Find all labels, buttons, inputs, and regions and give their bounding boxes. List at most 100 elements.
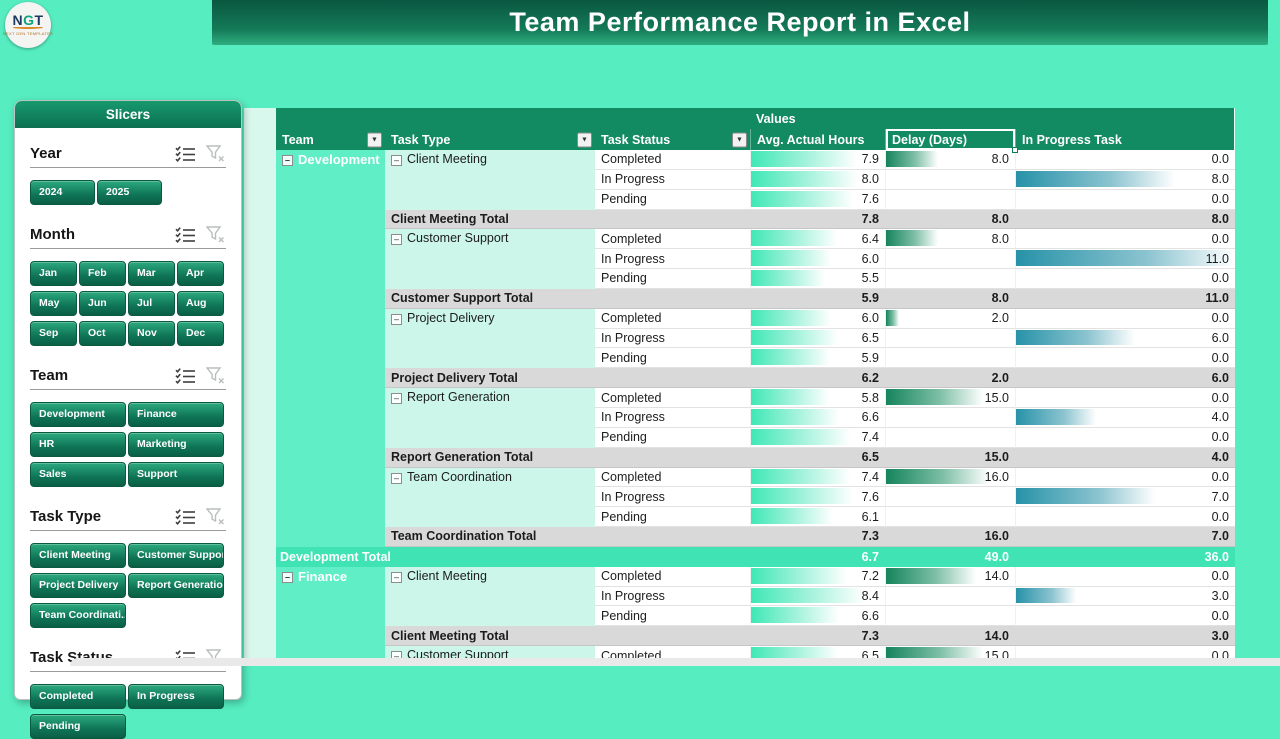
filter-dropdown-team[interactable]: ▼: [367, 132, 382, 147]
task-status-cell[interactable]: In Progress: [595, 249, 750, 270]
subtotal-avg-cell[interactable]: 7.3: [750, 626, 885, 647]
slicer-button-apr[interactable]: Apr: [177, 261, 224, 286]
group-total-inprog-cell[interactable]: 36.0: [1015, 546, 1235, 567]
task-status-cell[interactable]: Pending: [595, 269, 750, 289]
task-status-cell[interactable]: Pending: [595, 507, 750, 528]
slicer-button-project-delivery[interactable]: Project Delivery: [30, 573, 126, 598]
column-header-task-type[interactable]: Task Type ▼: [385, 129, 595, 150]
slicer-button-marketing[interactable]: Marketing: [128, 432, 224, 457]
subtotal-inprog-cell[interactable]: 8.0: [1015, 209, 1235, 230]
in-progress-task-cell[interactable]: 0.0: [1015, 189, 1235, 210]
slicer-button-completed[interactable]: Completed: [30, 684, 126, 709]
delay-days-cell[interactable]: [885, 407, 1015, 428]
subtotal-inprog-cell[interactable]: 11.0: [1015, 288, 1235, 309]
slicer-button-customer-support[interactable]: Customer Support: [128, 543, 224, 568]
in-progress-task-cell[interactable]: 0.0: [1015, 507, 1235, 528]
subtotal-avg-cell[interactable]: 6.2: [750, 368, 885, 389]
avg-actual-hours-cell[interactable]: 5.9: [750, 348, 885, 369]
task-type-cell-client-meeting[interactable]: – Client Meeting: [385, 150, 595, 210]
collapse-icon[interactable]: –: [391, 313, 402, 325]
slicer-button-report-generation[interactable]: Report Generation: [128, 573, 224, 598]
slicer-button-nov[interactable]: Nov: [128, 321, 175, 346]
collapse-icon[interactable]: –: [282, 155, 293, 166]
task-status-cell[interactable]: In Progress: [595, 169, 750, 190]
delay-days-cell[interactable]: 8.0: [885, 229, 1015, 250]
delay-days-cell[interactable]: [885, 328, 1015, 349]
subtotal-delay-cell[interactable]: 14.0: [885, 626, 1015, 647]
task-type-cell-project-delivery[interactable]: – Project Delivery: [385, 308, 595, 369]
in-progress-task-cell[interactable]: 0.0: [1015, 427, 1235, 448]
delay-days-cell[interactable]: [885, 169, 1015, 190]
avg-actual-hours-cell[interactable]: 6.1: [750, 507, 885, 528]
task-type-cell-report-generation[interactable]: – Report Generation: [385, 388, 595, 448]
multi-select-icon[interactable]: [174, 144, 196, 162]
column-header-avg-actual-hours[interactable]: Avg. Actual Hours: [750, 129, 885, 150]
task-type-cell-client-meeting[interactable]: – Client Meeting: [385, 566, 595, 627]
subtotal-avg-cell[interactable]: 5.9: [750, 288, 885, 309]
delay-days-cell[interactable]: [885, 586, 1015, 607]
task-status-cell[interactable]: Completed: [595, 467, 750, 488]
task-status-cell[interactable]: Completed: [595, 388, 750, 408]
avg-actual-hours-cell[interactable]: 8.0: [750, 169, 885, 190]
subtotal-delay-cell[interactable]: 2.0: [885, 368, 1015, 389]
in-progress-task-cell[interactable]: 7.0: [1015, 487, 1235, 508]
delay-days-cell[interactable]: 2.0: [885, 308, 1015, 329]
subtotal-delay-cell[interactable]: 8.0: [885, 288, 1015, 309]
delay-days-cell[interactable]: [885, 348, 1015, 369]
delay-days-cell[interactable]: [885, 487, 1015, 508]
group-total-delay-cell[interactable]: 49.0: [885, 546, 1015, 567]
column-header-team[interactable]: Team ▼: [276, 129, 385, 150]
in-progress-task-cell[interactable]: 3.0: [1015, 586, 1235, 607]
slicer-button-team-coordinati[interactable]: Team Coordinati...: [30, 603, 126, 628]
in-progress-task-cell[interactable]: 0.0: [1015, 150, 1235, 170]
slicer-button-finance[interactable]: Finance: [128, 402, 224, 427]
task-status-cell[interactable]: Completed: [595, 566, 750, 587]
slicer-button-development[interactable]: Development: [30, 402, 126, 427]
clear-filter-icon[interactable]: [204, 507, 226, 525]
delay-days-cell[interactable]: [885, 189, 1015, 210]
collapse-icon[interactable]: –: [391, 472, 402, 484]
delay-days-cell[interactable]: [885, 269, 1015, 289]
slicer-button-aug[interactable]: Aug: [177, 291, 224, 316]
delay-days-cell[interactable]: 16.0: [885, 467, 1015, 488]
subtotal-inprog-cell[interactable]: 6.0: [1015, 368, 1235, 389]
column-header-task-status[interactable]: Task Status ▼: [595, 129, 750, 150]
slicer-button-jan[interactable]: Jan: [30, 261, 77, 286]
avg-actual-hours-cell[interactable]: 7.9: [750, 150, 885, 170]
task-type-cell-customer-support[interactable]: – Customer Support: [385, 229, 595, 289]
clear-filter-icon[interactable]: [204, 225, 226, 243]
delay-days-cell[interactable]: [885, 249, 1015, 270]
collapse-icon[interactable]: –: [282, 571, 293, 583]
slicer-button-feb[interactable]: Feb: [79, 261, 126, 286]
in-progress-task-cell[interactable]: 0.0: [1015, 566, 1235, 587]
avg-actual-hours-cell[interactable]: 6.4: [750, 229, 885, 250]
in-progress-task-cell[interactable]: 0.0: [1015, 467, 1235, 488]
slicer-button-oct[interactable]: Oct: [79, 321, 126, 346]
avg-actual-hours-cell[interactable]: 6.6: [750, 407, 885, 428]
delay-days-cell[interactable]: [885, 427, 1015, 448]
task-status-cell[interactable]: In Progress: [595, 328, 750, 349]
avg-actual-hours-cell[interactable]: 6.6: [750, 606, 885, 627]
slicer-button-2025[interactable]: 2025: [97, 180, 162, 205]
avg-actual-hours-cell[interactable]: 7.6: [750, 487, 885, 508]
delay-days-cell[interactable]: 15.0: [885, 388, 1015, 408]
team-group-cell-development[interactable]: – Development: [276, 150, 385, 547]
task-status-cell[interactable]: Completed: [595, 308, 750, 329]
subtotal-avg-cell[interactable]: 6.5: [750, 447, 885, 468]
subtotal-inprog-cell[interactable]: 4.0: [1015, 447, 1235, 468]
avg-actual-hours-cell[interactable]: 5.5: [750, 269, 885, 289]
in-progress-task-cell[interactable]: 6.0: [1015, 328, 1235, 349]
in-progress-task-cell[interactable]: 0.0: [1015, 348, 1235, 369]
avg-actual-hours-cell[interactable]: 6.0: [750, 308, 885, 329]
in-progress-task-cell[interactable]: 0.0: [1015, 269, 1235, 289]
slicer-button-jul[interactable]: Jul: [128, 291, 175, 316]
avg-actual-hours-cell[interactable]: 7.4: [750, 427, 885, 448]
selection-fill-handle[interactable]: [1012, 147, 1018, 153]
subtotal-delay-cell[interactable]: 8.0: [885, 209, 1015, 230]
task-status-cell[interactable]: In Progress: [595, 586, 750, 607]
slicer-button-dec[interactable]: Dec: [177, 321, 224, 346]
avg-actual-hours-cell[interactable]: 5.8: [750, 388, 885, 408]
task-status-cell[interactable]: Pending: [595, 606, 750, 627]
collapse-icon[interactable]: –: [391, 234, 402, 246]
collapse-icon[interactable]: –: [391, 571, 402, 583]
